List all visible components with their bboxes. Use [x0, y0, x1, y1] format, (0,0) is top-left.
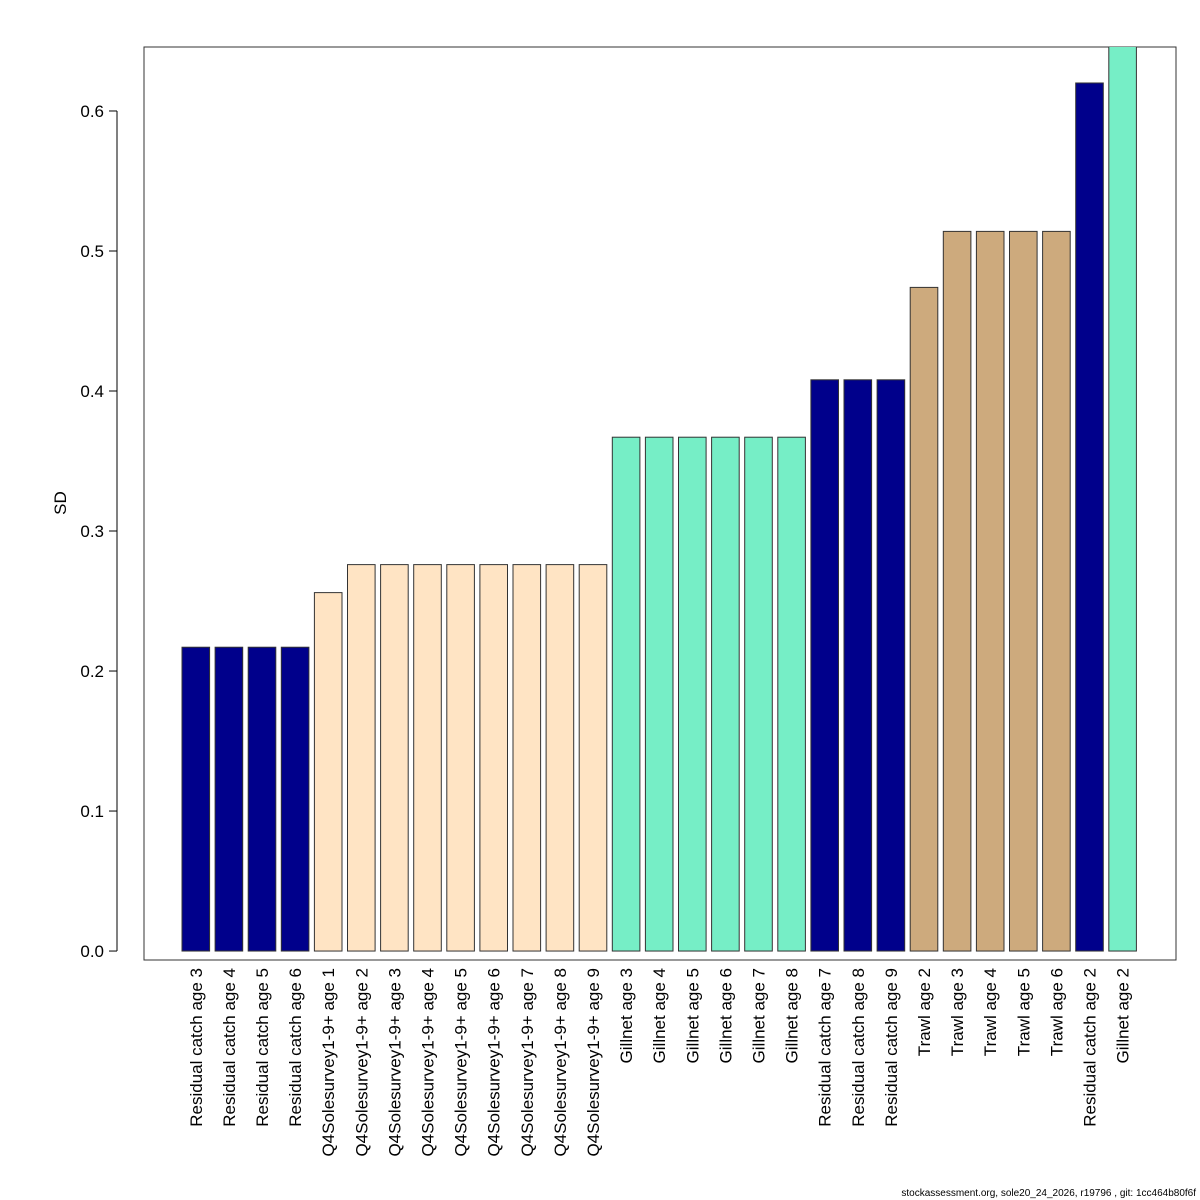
- x-tick-label: Trawl age 2: [915, 968, 934, 1056]
- footer: stockassessment.org, sole20_24_2026, r19…: [901, 1188, 1196, 1199]
- x-tick-label: Residual catch age 7: [816, 968, 835, 1127]
- x-tick-label: Trawl age 5: [1014, 968, 1033, 1056]
- x-tick-label: Residual catch age 4: [220, 968, 239, 1127]
- bar: [777, 436, 806, 952]
- x-tick-label: Q4Solesurvey1-9+ age 4: [419, 968, 438, 1157]
- y-tick-label: 0.3: [80, 522, 104, 541]
- bar: [446, 564, 475, 952]
- x-tick-label: Q4Solesurvey1-9+ age 9: [584, 968, 603, 1157]
- x-tick-label: Q4Solesurvey1-9+ age 5: [452, 968, 471, 1157]
- x-tick-label: Residual catch age 9: [882, 968, 901, 1127]
- x-tick-label: Q4Solesurvey1-9+ age 1: [319, 968, 338, 1157]
- bar: [479, 564, 508, 952]
- y-tick-label: 0.2: [80, 662, 104, 681]
- bar: [711, 436, 740, 952]
- bar: [942, 230, 972, 952]
- bar: [380, 564, 409, 952]
- y-tick-label: 0.1: [80, 802, 104, 821]
- bar: [843, 379, 873, 952]
- y-axis-label: SD: [51, 491, 70, 515]
- x-tick-label: Q4Solesurvey1-9+ age 6: [485, 968, 504, 1157]
- x-tick-label: Gillnet age 3: [617, 968, 636, 1063]
- y-tick-label: 0.4: [80, 382, 104, 401]
- bar: [810, 379, 840, 952]
- bar: [744, 436, 773, 952]
- x-tick-label: Gillnet age 2: [1114, 968, 1133, 1063]
- x-tick-label: Q4Solesurvey1-9+ age 7: [518, 968, 537, 1157]
- y-tick-label: 0.0: [80, 942, 104, 961]
- x-tick-label: Gillnet age 8: [783, 968, 802, 1063]
- x-tick-label: Residual catch age 3: [187, 968, 206, 1127]
- x-tick-label: Q4Solesurvey1-9+ age 8: [551, 968, 570, 1157]
- x-tick-label: Residual catch age 2: [1081, 968, 1100, 1127]
- bar: [611, 436, 641, 952]
- x-tick-label: Trawl age 4: [981, 968, 1000, 1056]
- bar: [578, 564, 608, 952]
- x-tick-label: Trawl age 3: [948, 968, 967, 1056]
- y-tick-label: 0.5: [80, 242, 104, 261]
- bar: [1009, 230, 1038, 952]
- x-tick-label: Gillnet age 6: [716, 968, 735, 1063]
- bar: [247, 646, 277, 952]
- bar: [975, 230, 1005, 952]
- x-tick-label: Residual catch age 6: [286, 968, 305, 1127]
- bar: [280, 646, 310, 952]
- bar: [181, 646, 211, 952]
- x-tick-label: Residual catch age 5: [253, 968, 272, 1127]
- bar: [347, 564, 376, 952]
- bar: [678, 436, 707, 952]
- x-tick-label: Q4Solesurvey1-9+ age 3: [385, 968, 404, 1157]
- bar: [545, 564, 575, 952]
- x-tick-label: Gillnet age 5: [683, 968, 702, 1063]
- y-tick-label: 0.6: [80, 102, 104, 121]
- bar: [413, 564, 442, 952]
- bars: [181, 47, 1137, 952]
- bar: [1075, 82, 1104, 952]
- x-tick-label: Gillnet age 7: [750, 968, 769, 1063]
- x-tick-label: Residual catch age 8: [849, 968, 868, 1127]
- bar: [876, 379, 906, 952]
- bar: [1108, 47, 1137, 952]
- bar: [313, 592, 343, 952]
- x-tick-label: Gillnet age 4: [650, 968, 669, 1063]
- bar: [1042, 230, 1071, 952]
- bar: [644, 436, 674, 952]
- plot-frame: [143, 46, 1177, 961]
- bar: [214, 646, 244, 952]
- bar: [512, 564, 542, 952]
- x-tick-label: Trawl age 6: [1047, 968, 1066, 1056]
- x-tick-label: Q4Solesurvey1-9+ age 2: [352, 968, 371, 1157]
- bar: [909, 286, 939, 952]
